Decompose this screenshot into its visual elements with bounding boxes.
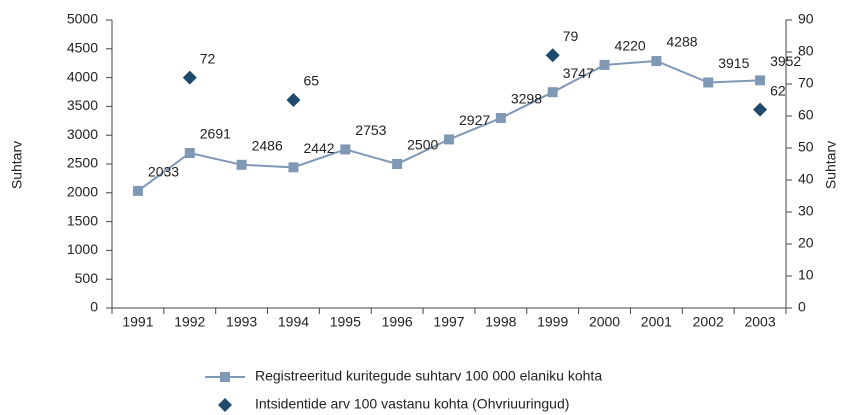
square-marker bbox=[444, 134, 454, 145]
square-marker bbox=[236, 159, 247, 170]
data-label: 79 bbox=[563, 28, 579, 44]
series-line bbox=[137, 59, 761, 192]
y-tick-label: 4500 bbox=[67, 40, 98, 56]
y-tick-label: 5000 bbox=[67, 11, 98, 27]
y2-tick-label: 60 bbox=[798, 107, 814, 123]
diamond-marker bbox=[182, 70, 197, 85]
y2-tick-label: 10 bbox=[798, 267, 814, 283]
y-tick-label: 4000 bbox=[67, 68, 98, 84]
y2-tick-label: 50 bbox=[798, 139, 814, 155]
y2-tick-label: 40 bbox=[798, 171, 814, 187]
y2-tick-label: 80 bbox=[798, 43, 814, 59]
square-marker bbox=[340, 144, 351, 155]
y2-tick-label: 30 bbox=[798, 203, 814, 219]
square-marker bbox=[392, 159, 403, 169]
square-marker bbox=[547, 87, 558, 98]
x-tick-label: 2003 bbox=[744, 314, 775, 330]
y2-axis-title: Suhtarv bbox=[823, 141, 839, 189]
y-tick-label: 2500 bbox=[67, 155, 98, 171]
data-label: 3298 bbox=[511, 91, 542, 107]
y-tick-label: 0 bbox=[90, 299, 98, 315]
y2-tick-label: 90 bbox=[798, 11, 814, 27]
data-label: 2486 bbox=[252, 138, 283, 154]
data-label: 2033 bbox=[148, 164, 179, 180]
square-marker bbox=[495, 113, 506, 124]
y2-tick-label: 70 bbox=[798, 75, 814, 91]
square-marker bbox=[132, 185, 143, 196]
x-tick-label: 1994 bbox=[278, 314, 309, 330]
y-tick-label: 500 bbox=[75, 270, 99, 286]
x-tick-label: 1998 bbox=[485, 314, 516, 330]
data-label: 3747 bbox=[563, 65, 594, 81]
x-tick-label: 2001 bbox=[641, 314, 672, 330]
y-tick-label: 3500 bbox=[67, 97, 98, 113]
data-label: 4288 bbox=[666, 34, 697, 50]
x-tick-label: 1991 bbox=[122, 314, 153, 330]
x-tick-label: 1996 bbox=[382, 314, 413, 330]
square-marker bbox=[651, 56, 662, 67]
data-label: 4220 bbox=[615, 38, 646, 54]
data-label: 2500 bbox=[407, 137, 438, 153]
data-label: 3952 bbox=[770, 53, 801, 69]
y-tick-label: 1000 bbox=[67, 241, 98, 257]
diamond-marker bbox=[753, 102, 768, 117]
data-label: 2691 bbox=[200, 126, 231, 142]
x-tick-label: 2000 bbox=[589, 314, 620, 330]
y-tick-label: 3000 bbox=[67, 126, 98, 142]
y2-tick-label: 0 bbox=[798, 299, 806, 315]
square-marker bbox=[755, 75, 766, 86]
legend-label: Registreeritud kuritegude suhtarv 100 00… bbox=[255, 368, 602, 384]
square-marker bbox=[220, 372, 230, 382]
x-tick-label: 1995 bbox=[330, 314, 361, 330]
diamond-marker bbox=[286, 93, 301, 107]
square-marker bbox=[703, 77, 714, 88]
square-marker bbox=[184, 147, 195, 158]
data-label: 72 bbox=[200, 50, 216, 66]
x-tick-label: 1999 bbox=[537, 314, 568, 330]
diamond-marker bbox=[545, 48, 560, 63]
x-tick-label: 1992 bbox=[174, 314, 205, 330]
data-label: 62 bbox=[770, 82, 786, 98]
legend-label: Intsidentide arv 100 vastanu kohta (Ohvr… bbox=[255, 396, 569, 412]
data-label: 2442 bbox=[303, 140, 334, 156]
x-tick-label: 1993 bbox=[226, 314, 257, 330]
data-label: 2927 bbox=[459, 112, 490, 128]
y-tick-label: 1500 bbox=[67, 212, 98, 228]
y-axis-title: Suhtarv bbox=[9, 141, 25, 189]
y2-tick-label: 20 bbox=[798, 235, 814, 251]
data-label: 65 bbox=[303, 73, 319, 89]
data-label: 2753 bbox=[355, 122, 386, 138]
diamond-marker bbox=[218, 398, 232, 412]
x-tick-label: 2002 bbox=[693, 314, 724, 330]
square-marker bbox=[599, 59, 610, 70]
data-label: 3915 bbox=[718, 55, 749, 71]
square-marker bbox=[288, 162, 299, 173]
y-tick-label: 2000 bbox=[67, 184, 98, 200]
x-tick-label: 1997 bbox=[433, 314, 464, 330]
